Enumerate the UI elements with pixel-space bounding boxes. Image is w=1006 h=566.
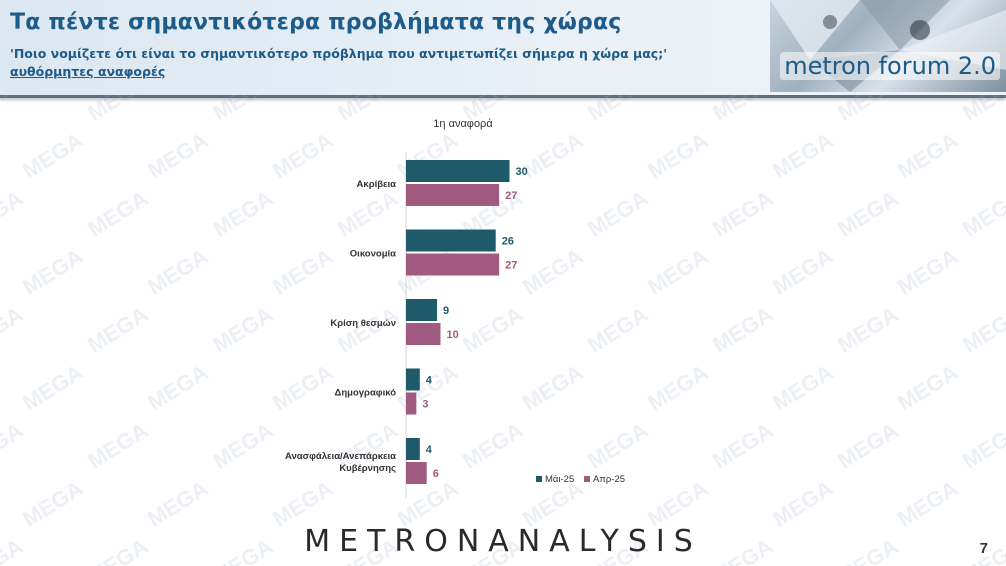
- legend-label: Μάι-25: [545, 474, 574, 485]
- bar: [406, 299, 438, 321]
- data-label: 30: [516, 166, 528, 178]
- bar: [406, 438, 420, 460]
- page-number: 7: [979, 540, 988, 557]
- data-label: 10: [447, 329, 459, 341]
- category-label: Ανασφάλεια/Ανεπάρκεια: [285, 451, 396, 462]
- legend-swatch: [536, 476, 542, 482]
- survey-question: 'Ποιο νομίζετε ότι είναι το σημαντικότερ…: [10, 46, 668, 61]
- data-label: 4: [426, 444, 433, 456]
- legend-swatch: [584, 476, 590, 482]
- data-label: 4: [426, 375, 433, 387]
- category-label: Ακρίβεια: [357, 179, 397, 190]
- metron-analysis-logo: METRONANALYSIS: [304, 524, 702, 559]
- bar: [406, 368, 420, 391]
- bar: [406, 229, 496, 252]
- bar: [406, 160, 510, 182]
- category-label: Κρίση θεσμών: [330, 318, 396, 329]
- metron-forum-logo: metron forum 2.0: [770, 0, 1006, 92]
- data-label: 3: [422, 399, 428, 411]
- metron-forum-logo-text: metron forum 2.0: [780, 52, 1000, 80]
- bar: [406, 462, 427, 484]
- data-label: 26: [502, 236, 514, 248]
- slide-title: Τα πέντε σημαντικότερα προβλήματα της χώ…: [10, 10, 622, 35]
- category-label: Οικονομία: [350, 249, 396, 260]
- bar: [406, 253, 500, 276]
- slide-header: Τα πέντε σημαντικότερα προβλήματα της χώ…: [0, 0, 1006, 98]
- bar-chart: 1η αναφορά 30 27 Ακρίβεια 26 27 Οικονομία 9 10 Κρ…: [285, 118, 625, 498]
- data-label: 27: [505, 260, 517, 272]
- data-label: 6: [433, 468, 439, 480]
- survey-note: αυθόρμητες αναφορές: [10, 64, 166, 79]
- data-label: 9: [443, 305, 449, 317]
- chart-title: 1η αναφορά: [433, 118, 493, 130]
- category-label: Κυβέρνησης: [339, 463, 396, 474]
- data-label: 27: [505, 190, 517, 202]
- bar: [406, 323, 441, 345]
- bar: [406, 184, 500, 206]
- bar: [406, 392, 417, 415]
- legend-label: Απρ-25: [593, 474, 625, 485]
- category-label: Δημογραφικό: [335, 388, 397, 399]
